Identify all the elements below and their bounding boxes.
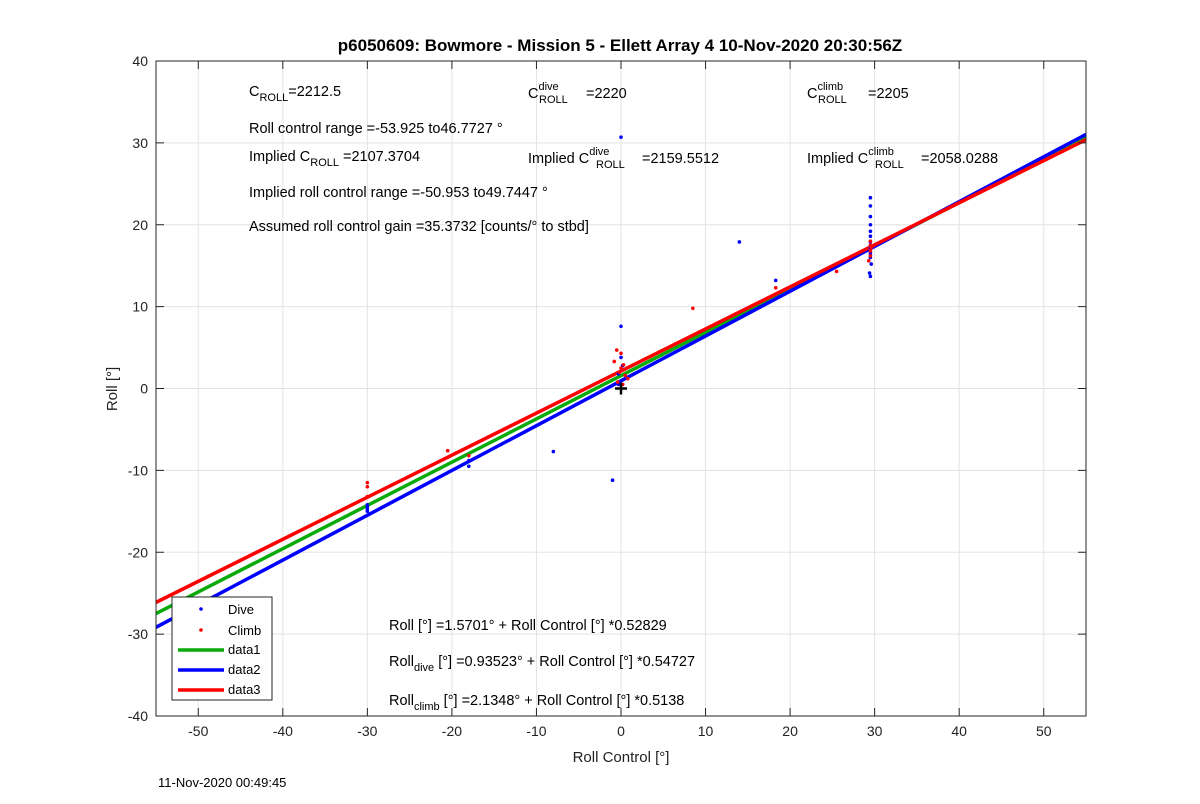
x-tick-label: 10: [698, 723, 714, 739]
climb-point: [615, 380, 620, 384]
legend-marker-climb: [199, 628, 203, 632]
implied-c-roll-climb-annotation: Implied Cclimb ROLL =2058.0288: [807, 146, 998, 171]
dive-point: [737, 240, 742, 244]
dive-point: [868, 229, 873, 234]
legend-label: data1: [228, 642, 261, 657]
climb-point: [869, 245, 874, 250]
dive-point: [869, 262, 874, 266]
chart-title: p6050609: Bowmore - Mission 5 - Ellett A…: [338, 36, 902, 55]
climb-point: [614, 348, 619, 352]
origin-marker: [615, 382, 627, 395]
climb-point: [868, 254, 873, 258]
y-axis-label: Roll [°]: [104, 367, 121, 411]
y-tick-label: -10: [128, 462, 148, 478]
fit-all-equation: Roll [°] =1.5701° + Roll Control [°] *0.…: [389, 618, 667, 634]
y-tick-label: 0: [140, 381, 148, 397]
climb-point: [868, 249, 873, 253]
x-tick-label: -40: [273, 723, 293, 739]
climb-point: [619, 366, 623, 370]
climb-point: [623, 373, 628, 378]
timestamp: 11-Nov-2020 00:49:45: [158, 775, 286, 790]
plot-content: [156, 132, 1086, 629]
assumed-gain: Assumed roll control gain =35.3732 [coun…: [249, 219, 589, 235]
dive-point: [619, 355, 623, 360]
climb-point: [365, 494, 370, 499]
climb-point: [365, 484, 370, 489]
dive-point: [868, 204, 873, 208]
fit-lines: [156, 132, 1086, 629]
implied-c-roll-dive-annotation: Implied Cdive ROLL =2159.5512: [528, 146, 719, 171]
climb-point: [617, 370, 622, 374]
dive-point: [619, 135, 623, 139]
climb-point: [621, 362, 626, 367]
dive-point: [773, 278, 778, 283]
dive-point: [551, 449, 556, 454]
c-roll-climb-annotation: Cclimb ROLL =2205: [807, 81, 909, 106]
y-tick-label: 10: [132, 299, 148, 315]
y-tick-label: 30: [132, 135, 148, 151]
x-tick-label: -30: [357, 723, 377, 739]
annotations: CROLL=2212.5 Roll control range =-53.925…: [249, 81, 998, 713]
climb-point: [619, 351, 623, 356]
dive-point: [467, 458, 471, 463]
fit-climb-equation: Rollclimb [°] =2.1348° + Roll Control [°…: [389, 693, 684, 713]
dive-point: [868, 214, 873, 219]
climb-point: [866, 258, 871, 263]
climb-point: [625, 376, 630, 381]
y-tick-label: -40: [128, 708, 148, 724]
climb-point: [834, 269, 839, 274]
implied-c-roll-annotation: Implied CROLL =2107.3704: [249, 149, 420, 169]
y-tick-label: 20: [132, 217, 148, 233]
fit-dive-equation: Rolldive [°] =0.93523° + Roll Control [°…: [389, 654, 695, 674]
y-tick-label: -30: [128, 626, 148, 642]
x-tick-label: 50: [1036, 723, 1052, 739]
legend-label: data2: [228, 662, 261, 677]
legend-label: Dive: [228, 602, 254, 617]
dive-point: [868, 274, 873, 279]
fit-line-data3: [156, 138, 1086, 604]
dive-point: [868, 234, 873, 239]
dive-point: [467, 464, 471, 469]
c-roll-dive-annotation: Cdive ROLL =2220: [528, 81, 627, 106]
y-tick-label: 40: [132, 53, 148, 69]
x-tick-label: 0: [617, 723, 625, 739]
x-tick-label: -10: [526, 723, 546, 739]
roll-control-range: Roll control range =-53.925 to46.7727 °: [249, 121, 503, 137]
y-tick-label: -20: [128, 544, 148, 560]
climb-point: [868, 239, 873, 243]
climb-point: [691, 306, 695, 311]
dive-point: [365, 509, 370, 514]
x-axis-label: Roll Control [°]: [573, 749, 670, 766]
x-tick-label: 30: [867, 723, 883, 739]
dive-point: [610, 478, 615, 483]
dive-point: [868, 222, 873, 227]
legend-marker-dive: [199, 607, 203, 611]
x-tick-label: 20: [782, 723, 798, 739]
climb-point: [365, 480, 370, 485]
legend: Dive Climb data1 data2 data3: [171, 596, 273, 701]
c-roll-annotation: CROLL=2212.5: [249, 84, 341, 104]
climb-point: [773, 285, 778, 290]
x-tick-label: -20: [442, 723, 462, 739]
climb-point: [612, 359, 617, 364]
axis-ticks: -50 -40 -30 -20 -10 0 10 20 30 40 50 -40 -30 -20 -10 0 1…: [128, 53, 1086, 739]
legend-label: data3: [228, 682, 261, 697]
dive-point: [867, 271, 872, 275]
dive-point: [365, 502, 370, 507]
climb-point: [445, 448, 450, 453]
data-points: [365, 135, 874, 514]
legend-label: Climb: [228, 623, 261, 638]
x-tick-label: 40: [951, 723, 967, 739]
x-tick-label: -50: [188, 723, 208, 739]
implied-roll-control-range: Implied roll control range =-50.953 to49…: [249, 185, 548, 201]
climb-point: [467, 453, 471, 458]
dive-point: [868, 195, 873, 200]
dive-point: [619, 324, 623, 329]
